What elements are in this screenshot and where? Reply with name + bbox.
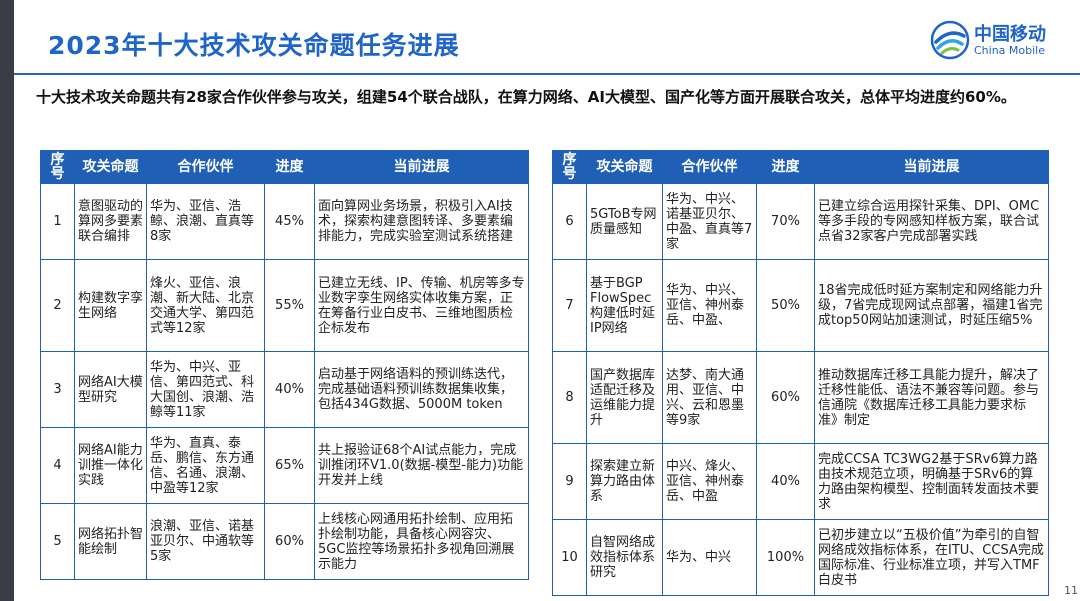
table-row: 10 自智网络成效指标体系研究 华为、中兴 100% 已初步建立以“五极价值”为…: [552, 519, 1049, 596]
cell-progress: 40%: [756, 443, 815, 520]
header-no: 序号: [552, 150, 587, 184]
progress-table-right: 序号 攻关命题 合作伙伴 进度 当前进展 6 5GToB专网质量感知 华为、中兴…: [552, 150, 1049, 596]
progress-table-left: 序号 攻关命题 合作伙伴 进度 当前进展 1 意图驱动的算网多要素联合编排 华为…: [40, 150, 529, 580]
cell-partners: 烽火、亚信、浪潮、新大陆、北京交通大学、第四范式等12家: [146, 259, 265, 352]
summary-text: 十大技术攻关命题共有28家合作伙伴参与攻关，组建54个联合战队，在算力网络、AI…: [36, 88, 1016, 106]
cell-progress: 45%: [264, 183, 315, 260]
cell-partners: 华为、中兴: [662, 519, 757, 596]
cell-status: 共上报验证68个AI试点能力，完成训推闭环V1.0(数据-模型-能力)功能开发并…: [314, 427, 529, 504]
cell-partners: 中兴、烽火、亚信、神州泰岳、中盈: [662, 443, 757, 520]
cell-partners: 华为、中兴、诺基亚贝尔、中盈、直真等7家: [662, 183, 757, 260]
header-partners: 合作伙伴: [146, 150, 265, 184]
table-row: 5 网络拓扑智能绘制 浪潮、亚信、诺基亚贝尔、中通软等5家 60% 上线核心网通…: [40, 503, 529, 580]
table-row: 9 探索建立新算力路由体系 中兴、烽火、亚信、神州泰岳、中盈 40% 完成CCS…: [552, 443, 1049, 520]
cell-topic: 网络AI能力训推一体化实践: [74, 427, 147, 504]
table-row: 1 意图驱动的算网多要素联合编排 华为、亚信、浩鲸、浪潮、直真等8家 45% 面…: [40, 183, 529, 260]
cell-status: 已建立综合运用探针采集、DPI、OMC等多手段的专网感知样板方案，联合试点省32…: [814, 183, 1049, 260]
cell-progress: 40%: [264, 351, 315, 428]
table-row: 6 5GToB专网质量感知 华为、中兴、诺基亚贝尔、中盈、直真等7家 70% 已…: [552, 183, 1049, 260]
cell-progress: 50%: [756, 259, 815, 352]
header-topic: 攻关命题: [74, 150, 147, 184]
cell-topic: 基于BGP FlowSpec构建低时延IP网络: [586, 259, 663, 352]
cell-status: 上线核心网通用拓扑绘制、应用拓扑绘制功能，具备核心网容灾、5GC监控等场景拓扑多…: [314, 503, 529, 580]
cell-topic: 自智网络成效指标体系研究: [586, 519, 663, 596]
slide: 2023年十大技术攻关命题任务进展 中国移动 China Mobile 十大技术…: [14, 0, 1080, 601]
table-row: 2 构建数字孪生网络 烽火、亚信、浪潮、新大陆、北京交通大学、第四范式等12家 …: [40, 259, 529, 352]
header-status: 当前进展: [814, 150, 1049, 184]
cell-no: 5: [40, 503, 75, 580]
cell-topic: 网络AI大模型研究: [74, 351, 147, 428]
cell-progress: 65%: [264, 427, 315, 504]
table-row: 4 网络AI能力训推一体化实践 华为、直真、泰岳、鹏信、东方通信、名通、浪潮、中…: [40, 427, 529, 504]
china-mobile-logo-icon: [930, 20, 970, 60]
cell-no: 9: [552, 443, 587, 520]
cell-status: 已初步建立以“五极价值”为牵引的自智网络成效指标体系，在ITU、CCSA完成国际…: [814, 519, 1049, 596]
table-header-row: 序号 攻关命题 合作伙伴 进度 当前进展: [40, 150, 529, 184]
table-row: 8 国产数据库适配迁移及运维能力提升 达梦、南大通用、亚信、中兴、云和恩墨等9家…: [552, 351, 1049, 444]
cell-status: 18省完成低时延方案制定和网络能力升级，7省完成现网试点部署，福建1省完成top…: [814, 259, 1049, 352]
cell-topic: 国产数据库适配迁移及运维能力提升: [586, 351, 663, 444]
logo-text-en: China Mobile: [974, 44, 1046, 57]
header-progress: 进度: [756, 150, 815, 184]
page-title: 2023年十大技术攻关命题任务进展: [48, 31, 460, 60]
cell-status: 启动基于网络语料的预训练迭代，完成基础语料预训练数据集收集，包括434G数据、5…: [314, 351, 529, 428]
header-progress: 进度: [264, 150, 315, 184]
cell-partners: 华为、亚信、浩鲸、浪潮、直真等8家: [146, 183, 265, 260]
table-row: 3 网络AI大模型研究 华为、中兴、亚信、第四范式、科大国创、浪潮、浩鲸等11家…: [40, 351, 529, 428]
cell-topic: 构建数字孪生网络: [74, 259, 147, 352]
cell-no: 1: [40, 183, 75, 260]
cell-partners: 华为、中兴、亚信、神州泰岳、中盈、: [662, 259, 757, 352]
cell-topic: 意图驱动的算网多要素联合编排: [74, 183, 147, 260]
cell-no: 7: [552, 259, 587, 352]
cell-partners: 浪潮、亚信、诺基亚贝尔、中通软等5家: [146, 503, 265, 580]
cell-topic: 探索建立新算力路由体系: [586, 443, 663, 520]
cell-progress: 70%: [756, 183, 815, 260]
cell-status: 完成CCSA TC3WG2基于SRv6算力路由技术规范立项，明确基于SRv6的算…: [814, 443, 1049, 520]
cell-partners: 华为、直真、泰岳、鹏信、东方通信、名通、浪潮、中盈等12家: [146, 427, 265, 504]
cell-status: 推动数据库迁移工具能力提升，解决了迁移性能低、语法不兼容等问题。参与信通院《数据…: [814, 351, 1049, 444]
logo-text-cn: 中国移动: [974, 24, 1046, 45]
header-topic: 攻关命题: [586, 150, 663, 184]
page-number: 11: [1064, 584, 1078, 597]
cell-progress: 60%: [264, 503, 315, 580]
cell-partners: 达梦、南大通用、亚信、中兴、云和恩墨等9家: [662, 351, 757, 444]
cell-status: 已建立无线、IP、传输、机房等多专业数字孪生网络实体收集方案，正在筹备行业白皮书…: [314, 259, 529, 352]
cell-no: 10: [552, 519, 587, 596]
table-row: 7 基于BGP FlowSpec构建低时延IP网络 华为、中兴、亚信、神州泰岳、…: [552, 259, 1049, 352]
header-no: 序号: [40, 150, 75, 184]
cell-topic: 网络拓扑智能绘制: [74, 503, 147, 580]
title-divider: [14, 73, 1080, 75]
cell-progress: 55%: [264, 259, 315, 352]
cell-no: 8: [552, 351, 587, 444]
cell-no: 2: [40, 259, 75, 352]
cell-status: 面向算网业务场景，积极引入AI技术，探索构建意图转译、多要素编排能力，完成实验室…: [314, 183, 529, 260]
header-status: 当前进展: [314, 150, 529, 184]
cell-no: 6: [552, 183, 587, 260]
cell-progress: 100%: [756, 519, 815, 596]
cell-topic: 5GToB专网质量感知: [586, 183, 663, 260]
cell-no: 3: [40, 351, 75, 428]
cell-no: 4: [40, 427, 75, 504]
cell-progress: 60%: [756, 351, 815, 444]
table-header-row: 序号 攻关命题 合作伙伴 进度 当前进展: [552, 150, 1049, 184]
china-mobile-logo: 中国移动 China Mobile: [930, 18, 1080, 66]
cell-partners: 华为、中兴、亚信、第四范式、科大国创、浪潮、浩鲸等11家: [146, 351, 265, 428]
header-partners: 合作伙伴: [662, 150, 757, 184]
